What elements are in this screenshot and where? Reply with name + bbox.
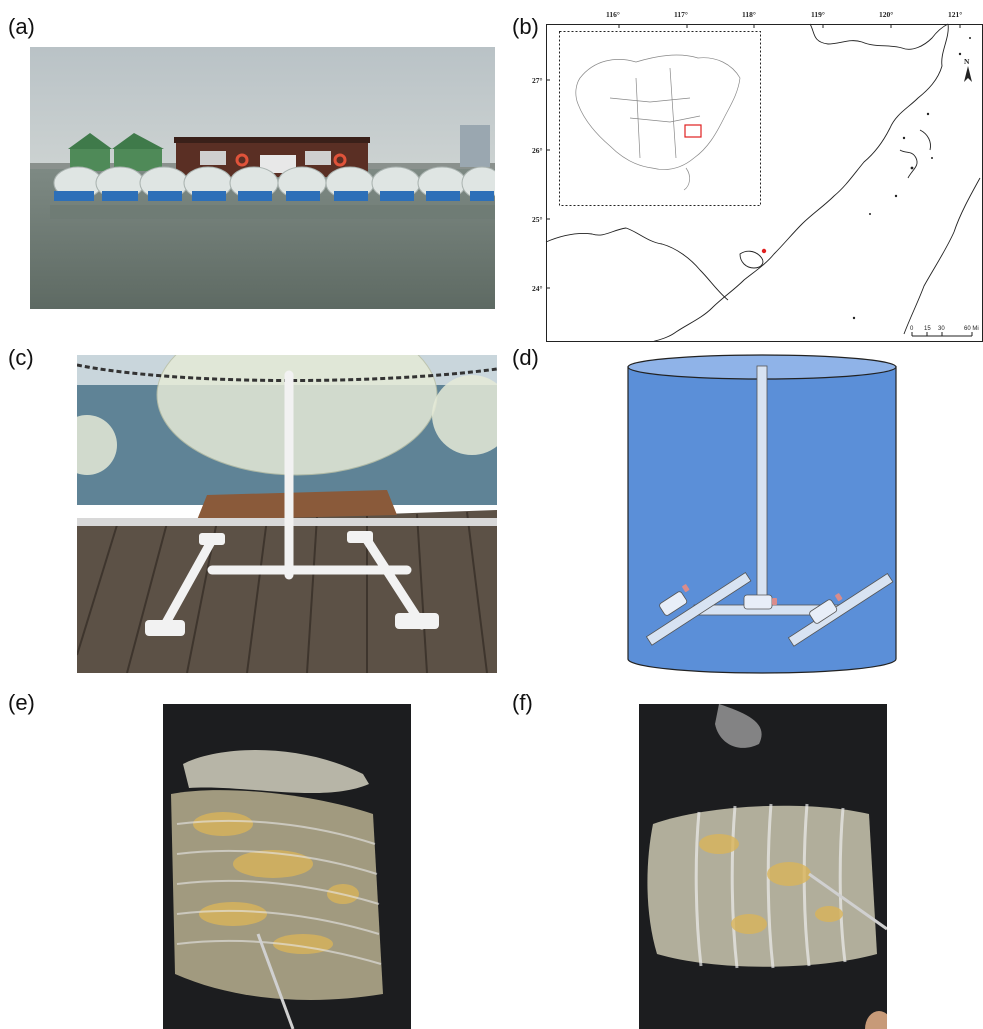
panel-label-e: (e) xyxy=(8,690,35,715)
scale-bar: 0 15 30 60 Mi xyxy=(910,326,979,337)
inset-map-frame xyxy=(559,31,761,206)
bottle-right xyxy=(809,599,838,624)
north-arrow-icon: N xyxy=(964,57,972,82)
photo-biofilm-rolled xyxy=(639,704,887,1029)
photo-biofilm-opened xyxy=(163,704,411,1029)
panel-label-a: (a) xyxy=(8,14,35,39)
vertical-rod xyxy=(756,365,768,607)
study-site-marker xyxy=(761,248,767,254)
photo-sampler-device xyxy=(77,355,497,673)
svg-text:N: N xyxy=(964,57,970,66)
svg-text:30: 30 xyxy=(938,326,945,332)
map-study-area: N 0 15 30 60 Mi xyxy=(540,18,983,342)
photo-floating-platform xyxy=(30,47,495,309)
panel-label-f: (f) xyxy=(512,690,533,715)
inset-highlight-box xyxy=(684,124,702,138)
svg-text:15: 15 xyxy=(924,326,931,332)
panel-label-c: (c) xyxy=(8,345,34,370)
svg-text:60 Mi: 60 Mi xyxy=(964,326,979,332)
bottle-center xyxy=(743,594,773,610)
left-arm xyxy=(645,571,752,646)
diagram-sampler-schematic xyxy=(626,353,898,683)
panel-label-d: (d) xyxy=(512,345,539,370)
bottle-left xyxy=(659,591,688,616)
panel-label-b: (b) xyxy=(512,14,539,39)
right-arm xyxy=(787,572,894,647)
svg-text:0: 0 xyxy=(910,326,914,332)
